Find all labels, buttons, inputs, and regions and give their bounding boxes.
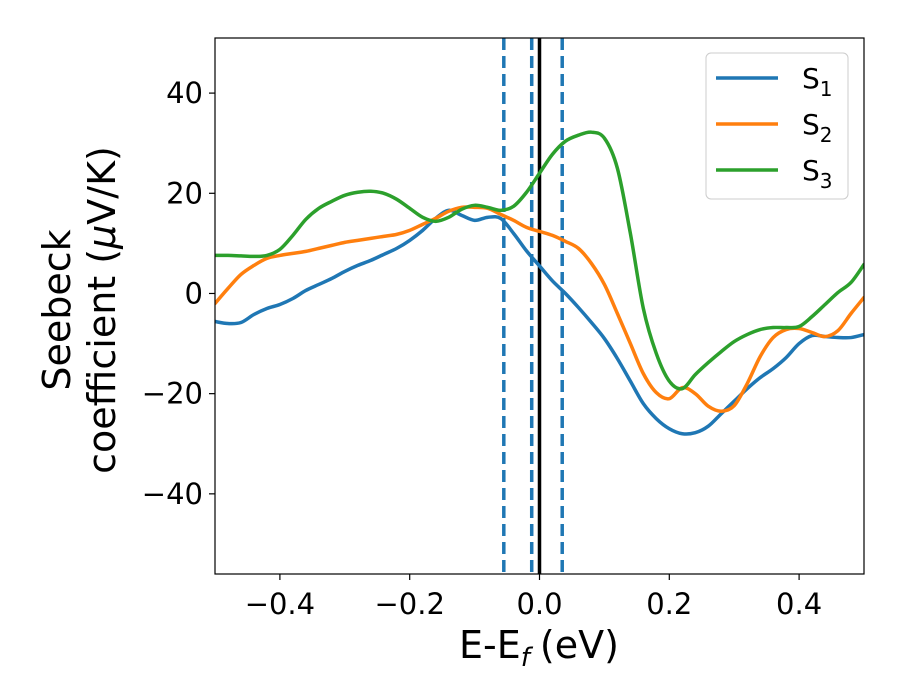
x-tick-label: −0.2: [374, 587, 444, 621]
series-lines: [215, 130, 864, 436]
x-tick-label: 0.0: [516, 587, 562, 621]
x-axis-label-unit: (eV): [540, 623, 619, 667]
x-tick-label: 0.2: [646, 587, 692, 621]
y-tick-label: −40: [142, 477, 203, 511]
y-tick-label: 0: [185, 276, 203, 310]
y-tick-label: 40: [166, 76, 203, 110]
legend-label-s1: S1: [802, 62, 833, 101]
series-line-s1: [215, 208, 864, 436]
x-axis: −0.4 −0.2 0.0 0.2 0.4: [245, 574, 822, 621]
legend-box: [705, 52, 849, 200]
y-axis-label-line1: Seebeck: [35, 229, 79, 390]
y-tick-label: −20: [142, 377, 203, 411]
reference-lines: [502, 38, 564, 574]
legend-label-s2: S2: [802, 108, 833, 147]
legend-entries: S1 S2 S3: [716, 62, 833, 193]
y-axis-label-mu: μ: [80, 225, 124, 250]
y-axis-label-line2: coefficient (μV/K): [80, 146, 124, 474]
legend-label-s3: S3: [802, 154, 833, 193]
x-axis-label: E-Ef (eV): [459, 623, 619, 673]
y-axis-label-suffix: V/K): [80, 146, 124, 225]
series-line-s3: [215, 130, 864, 391]
x-tick-label: −0.4: [245, 587, 315, 621]
y-axis-label: Seebeck coefficient (μV/K): [35, 146, 124, 474]
y-axis: 40 20 0 −20 −40: [142, 76, 215, 511]
series-line-s2: [215, 205, 864, 413]
y-axis-label-prefix: coefficient (: [80, 249, 124, 474]
x-tick-label: 0.4: [776, 587, 822, 621]
y-tick-label: 20: [166, 176, 203, 210]
legend: S1 S2 S3: [705, 52, 849, 200]
x-axis-label-main: E-E: [459, 623, 521, 667]
